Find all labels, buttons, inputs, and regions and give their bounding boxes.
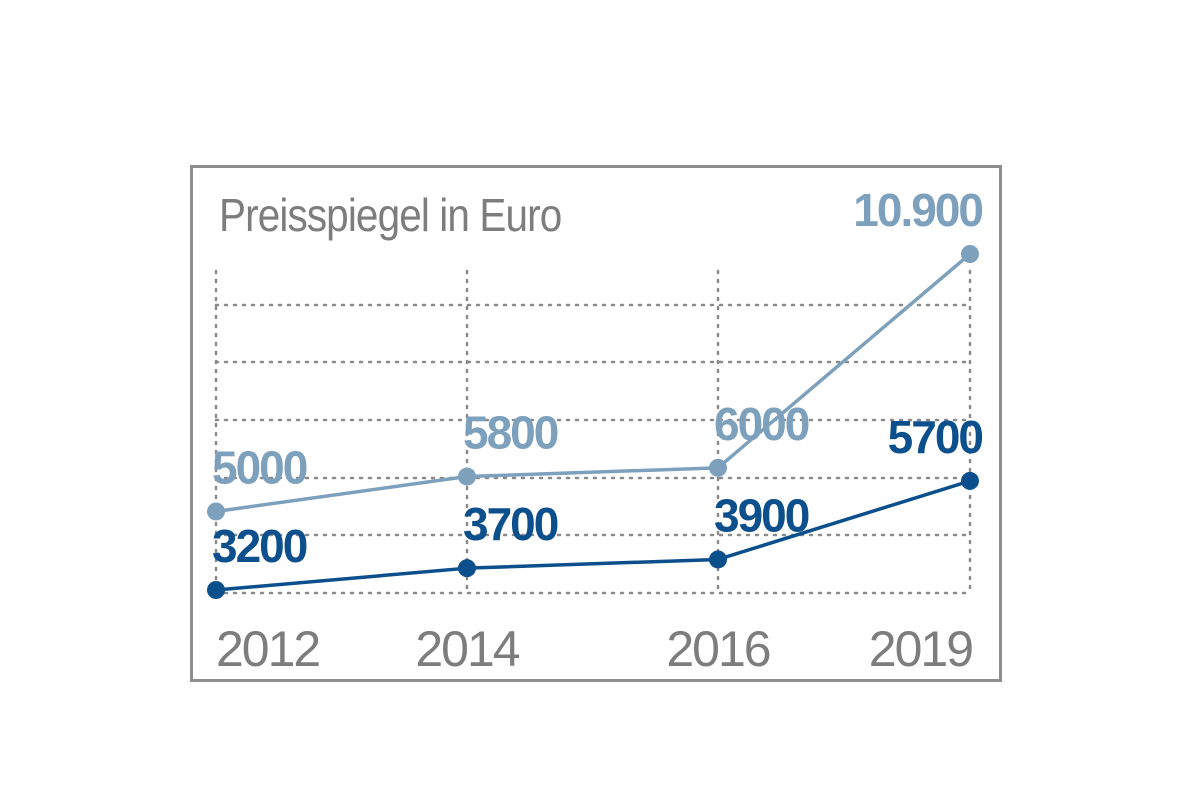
x-tick-label-2012: 2012 xyxy=(216,621,319,677)
series-1-label-3: 5700 xyxy=(888,411,983,463)
series-1-point-0 xyxy=(207,581,225,599)
series-0-point-2 xyxy=(709,458,727,477)
chart-title: Preisspiegel in Euro xyxy=(219,189,562,241)
x-tick-label-2016: 2016 xyxy=(666,621,769,677)
series-1-point-1 xyxy=(458,559,476,578)
series-0-label-0: 5000 xyxy=(212,441,307,493)
x-tick-label-2014: 2014 xyxy=(415,621,519,677)
series-0-line xyxy=(215,252,972,514)
series-1-label-2: 3900 xyxy=(714,489,809,541)
series-0-label-1: 5800 xyxy=(463,407,558,459)
series-0-label-2: 6000 xyxy=(714,398,809,450)
x-tick-label-2019: 2019 xyxy=(869,621,972,677)
series-0-point-0 xyxy=(207,502,225,521)
series-1-point-3 xyxy=(961,471,979,490)
series-0-point-1 xyxy=(458,467,476,486)
line-chart: 5000 5800 6000 10.900 3200 3700 3900 5700 2012 20… xyxy=(207,184,984,677)
series-1-point-2 xyxy=(709,550,727,569)
series-1-label-1: 3700 xyxy=(463,498,558,550)
series-0-label-3: 10.900 xyxy=(853,184,982,236)
chart-frame: Preisspiegel in Euro 5000 5800 6000 10.900 3… xyxy=(190,165,1002,682)
series-1-line xyxy=(215,479,971,592)
series-0-point-3 xyxy=(961,245,979,263)
series-1-label-0: 3200 xyxy=(212,520,307,572)
